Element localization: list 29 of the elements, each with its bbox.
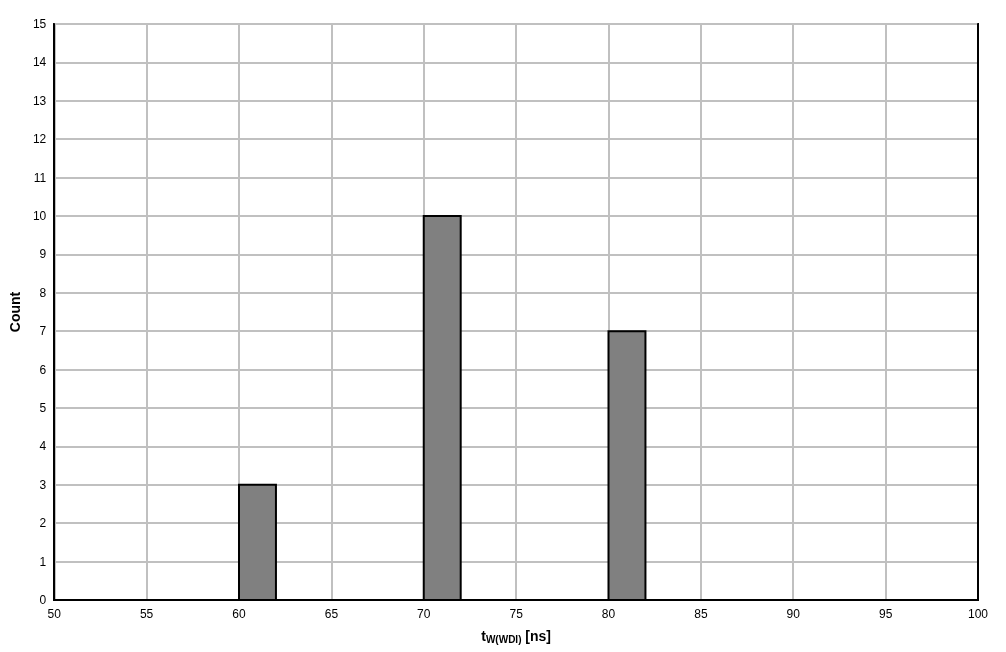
x-tick-label: 85 [694, 607, 708, 621]
y-tick-label: 6 [39, 362, 47, 377]
y-tick-label: 12 [32, 132, 47, 147]
y-tick-label: 8 [39, 285, 47, 300]
y-tick-label: 0 [39, 593, 47, 607]
y-tick-label: 5 [39, 401, 47, 415]
y-axis-title: Count [7, 291, 23, 333]
y-tick-label: 13 [32, 93, 47, 108]
y-tick-label: 9 [39, 247, 47, 262]
x-tick-label: 95 [878, 607, 893, 621]
y-tick-label: 4 [39, 439, 47, 454]
y-tick-label: 3 [39, 477, 47, 492]
y-tick-label: 11 [33, 170, 47, 185]
x-tick-label: 65 [324, 607, 339, 621]
x-tick-label: 50 [47, 607, 62, 621]
x-tick-label: 90 [786, 607, 801, 621]
x-tick-label: 75 [509, 607, 524, 621]
y-tick-label: 14 [32, 55, 47, 70]
y-tick-label: 7 [39, 324, 47, 339]
y-tick-label: 15 [32, 17, 47, 31]
y-tick-label: 2 [39, 516, 47, 531]
y-tick-label: 10 [32, 209, 47, 223]
x-tick-label: 60 [232, 607, 246, 621]
x-tick-label: 70 [417, 607, 431, 621]
x-axis-title: tW(WDI) [ns] [481, 628, 551, 645]
x-tick-label: 55 [139, 607, 154, 621]
x-tick-label: 80 [601, 607, 616, 621]
y-tick-label: 1 [39, 554, 47, 569]
x-tick-label: 100 [967, 607, 989, 621]
